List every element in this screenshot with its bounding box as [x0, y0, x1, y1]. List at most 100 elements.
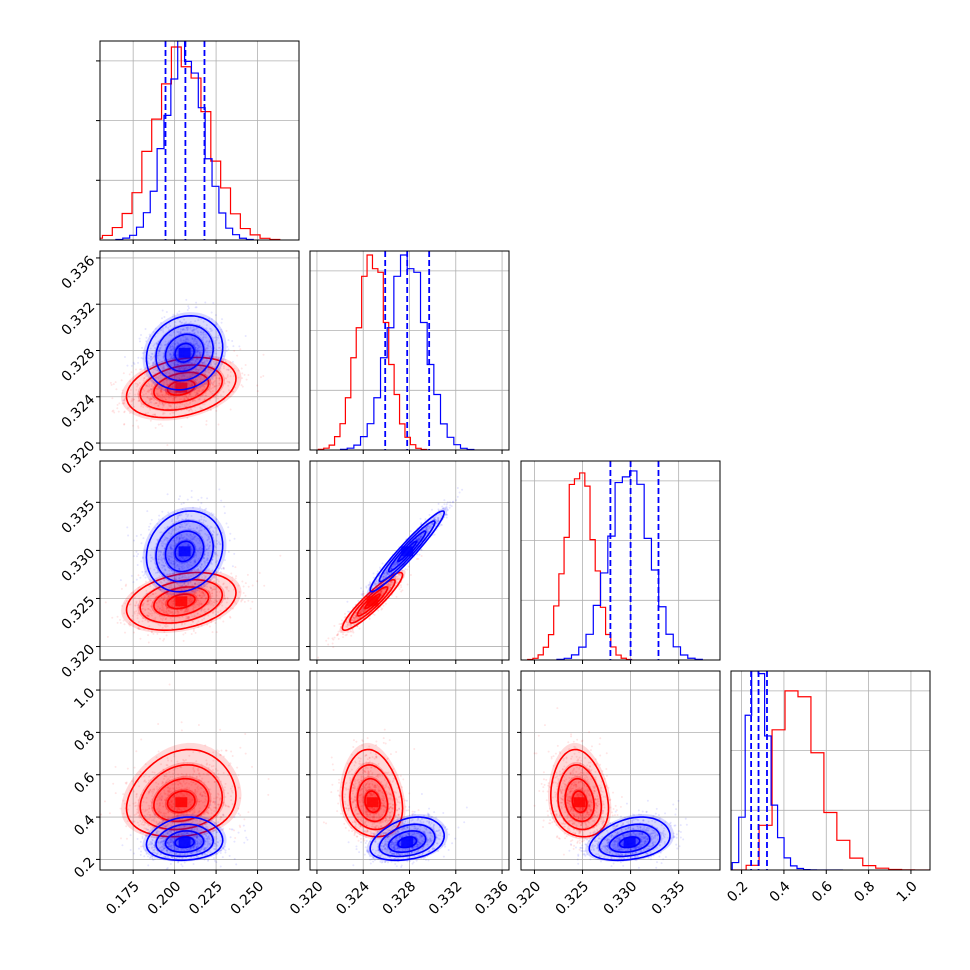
sample-point [173, 397, 176, 400]
sample-point [188, 361, 191, 364]
sample-point [187, 326, 190, 329]
sample-point [192, 562, 195, 565]
sample-point [182, 567, 185, 570]
sample-point [192, 326, 195, 329]
sample-point [192, 607, 195, 610]
sample-point [153, 396, 156, 399]
sample-point [177, 331, 180, 334]
sample-point [197, 597, 200, 600]
sample-point [149, 599, 152, 602]
sample-point [157, 518, 160, 521]
sample-point [380, 591, 383, 594]
sample-point [148, 357, 151, 360]
sample-point [134, 604, 137, 607]
sample-point [191, 564, 194, 567]
sample-point [185, 395, 188, 398]
sample-point [167, 594, 170, 597]
sample-point [173, 566, 176, 569]
sample-point [178, 374, 181, 377]
sample-point [203, 515, 206, 518]
sample-point [214, 621, 217, 624]
sample-point [154, 414, 157, 417]
sample-point [229, 375, 232, 378]
sample-point [185, 556, 188, 559]
sample-point [175, 392, 178, 395]
sample-point [361, 608, 364, 611]
sample-point [190, 409, 193, 412]
sample-point [180, 321, 183, 324]
sample-point [415, 558, 418, 561]
sample-point [137, 426, 140, 429]
sample-point [172, 544, 175, 547]
sample-point [185, 607, 188, 610]
sample-point [155, 601, 158, 604]
sample-point [190, 396, 193, 399]
sample-point [226, 345, 229, 348]
sample-point [189, 597, 192, 600]
sample-point [177, 583, 180, 586]
sample-point [213, 362, 216, 365]
sample-point [130, 364, 133, 367]
sample-point [195, 350, 198, 353]
sample-point [214, 561, 217, 564]
sample-point [241, 598, 244, 601]
sample-point [161, 566, 164, 569]
sample-point [187, 521, 190, 524]
sample-point [139, 333, 142, 336]
sample-point [157, 350, 160, 353]
sample-point [333, 624, 336, 627]
sample-point [159, 551, 162, 554]
sample-point [174, 562, 177, 565]
sample-point [183, 582, 186, 585]
sample-point [227, 384, 230, 387]
sample-point [355, 612, 358, 615]
sample-point [445, 513, 448, 516]
sample-point [198, 603, 201, 606]
sample-point [220, 601, 223, 604]
sample-point [144, 619, 147, 622]
sample-point [169, 610, 172, 613]
sample-point [192, 573, 195, 576]
sample-point [224, 377, 227, 380]
sample-point [213, 580, 216, 583]
sample-point [181, 328, 184, 331]
sample-point [139, 637, 142, 640]
sample-point [160, 317, 163, 320]
sample-point [190, 350, 193, 353]
density-contour [155, 324, 215, 382]
sample-point [146, 396, 149, 399]
sample-point [361, 609, 364, 612]
sample-point [202, 565, 205, 568]
sample-point [173, 545, 176, 548]
sample-point [187, 395, 190, 398]
sample-point [179, 320, 182, 323]
sample-point [70, 398, 72, 400]
sample-point [169, 345, 172, 348]
sample-point [209, 586, 212, 589]
sample-point [183, 558, 186, 561]
sample-point [196, 377, 199, 380]
sample-point [198, 388, 201, 391]
sample-point [181, 526, 184, 529]
sample-point [218, 382, 221, 385]
sample-point [162, 355, 165, 358]
sample-point [172, 352, 175, 355]
histogram-step [317, 254, 428, 450]
sample-point [151, 392, 154, 395]
sample-point [165, 611, 168, 614]
sample-point [161, 398, 164, 401]
sample-point [166, 383, 169, 386]
sample-point [137, 361, 140, 364]
sample-point [200, 624, 203, 627]
sample-point [165, 363, 168, 366]
sample-point [206, 623, 209, 626]
sample-point [157, 423, 160, 426]
sample-point [126, 407, 129, 410]
histogram-panel-1 [309, 250, 510, 454]
sample-point [190, 514, 193, 517]
sample-point [207, 554, 210, 557]
sample-point [235, 602, 238, 605]
sample-point [437, 517, 440, 520]
sample-point [147, 391, 150, 394]
sample-point [173, 585, 176, 588]
